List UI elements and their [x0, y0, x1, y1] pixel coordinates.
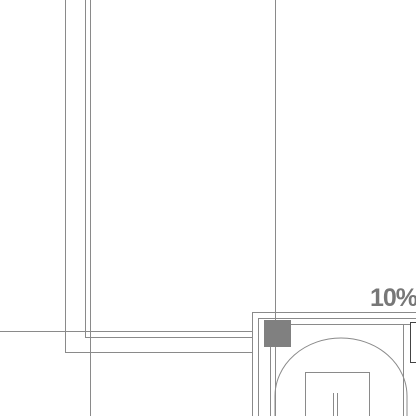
court-arc[interactable]	[274, 337, 408, 416]
outer-frame[interactable]	[252, 312, 416, 416]
key-rectangle[interactable]	[305, 372, 370, 416]
edge-handle[interactable]	[410, 322, 416, 363]
square-marker-icon[interactable]	[264, 320, 291, 347]
zoom-level-label: 10%	[370, 284, 416, 312]
inner-frame[interactable]	[258, 318, 416, 416]
